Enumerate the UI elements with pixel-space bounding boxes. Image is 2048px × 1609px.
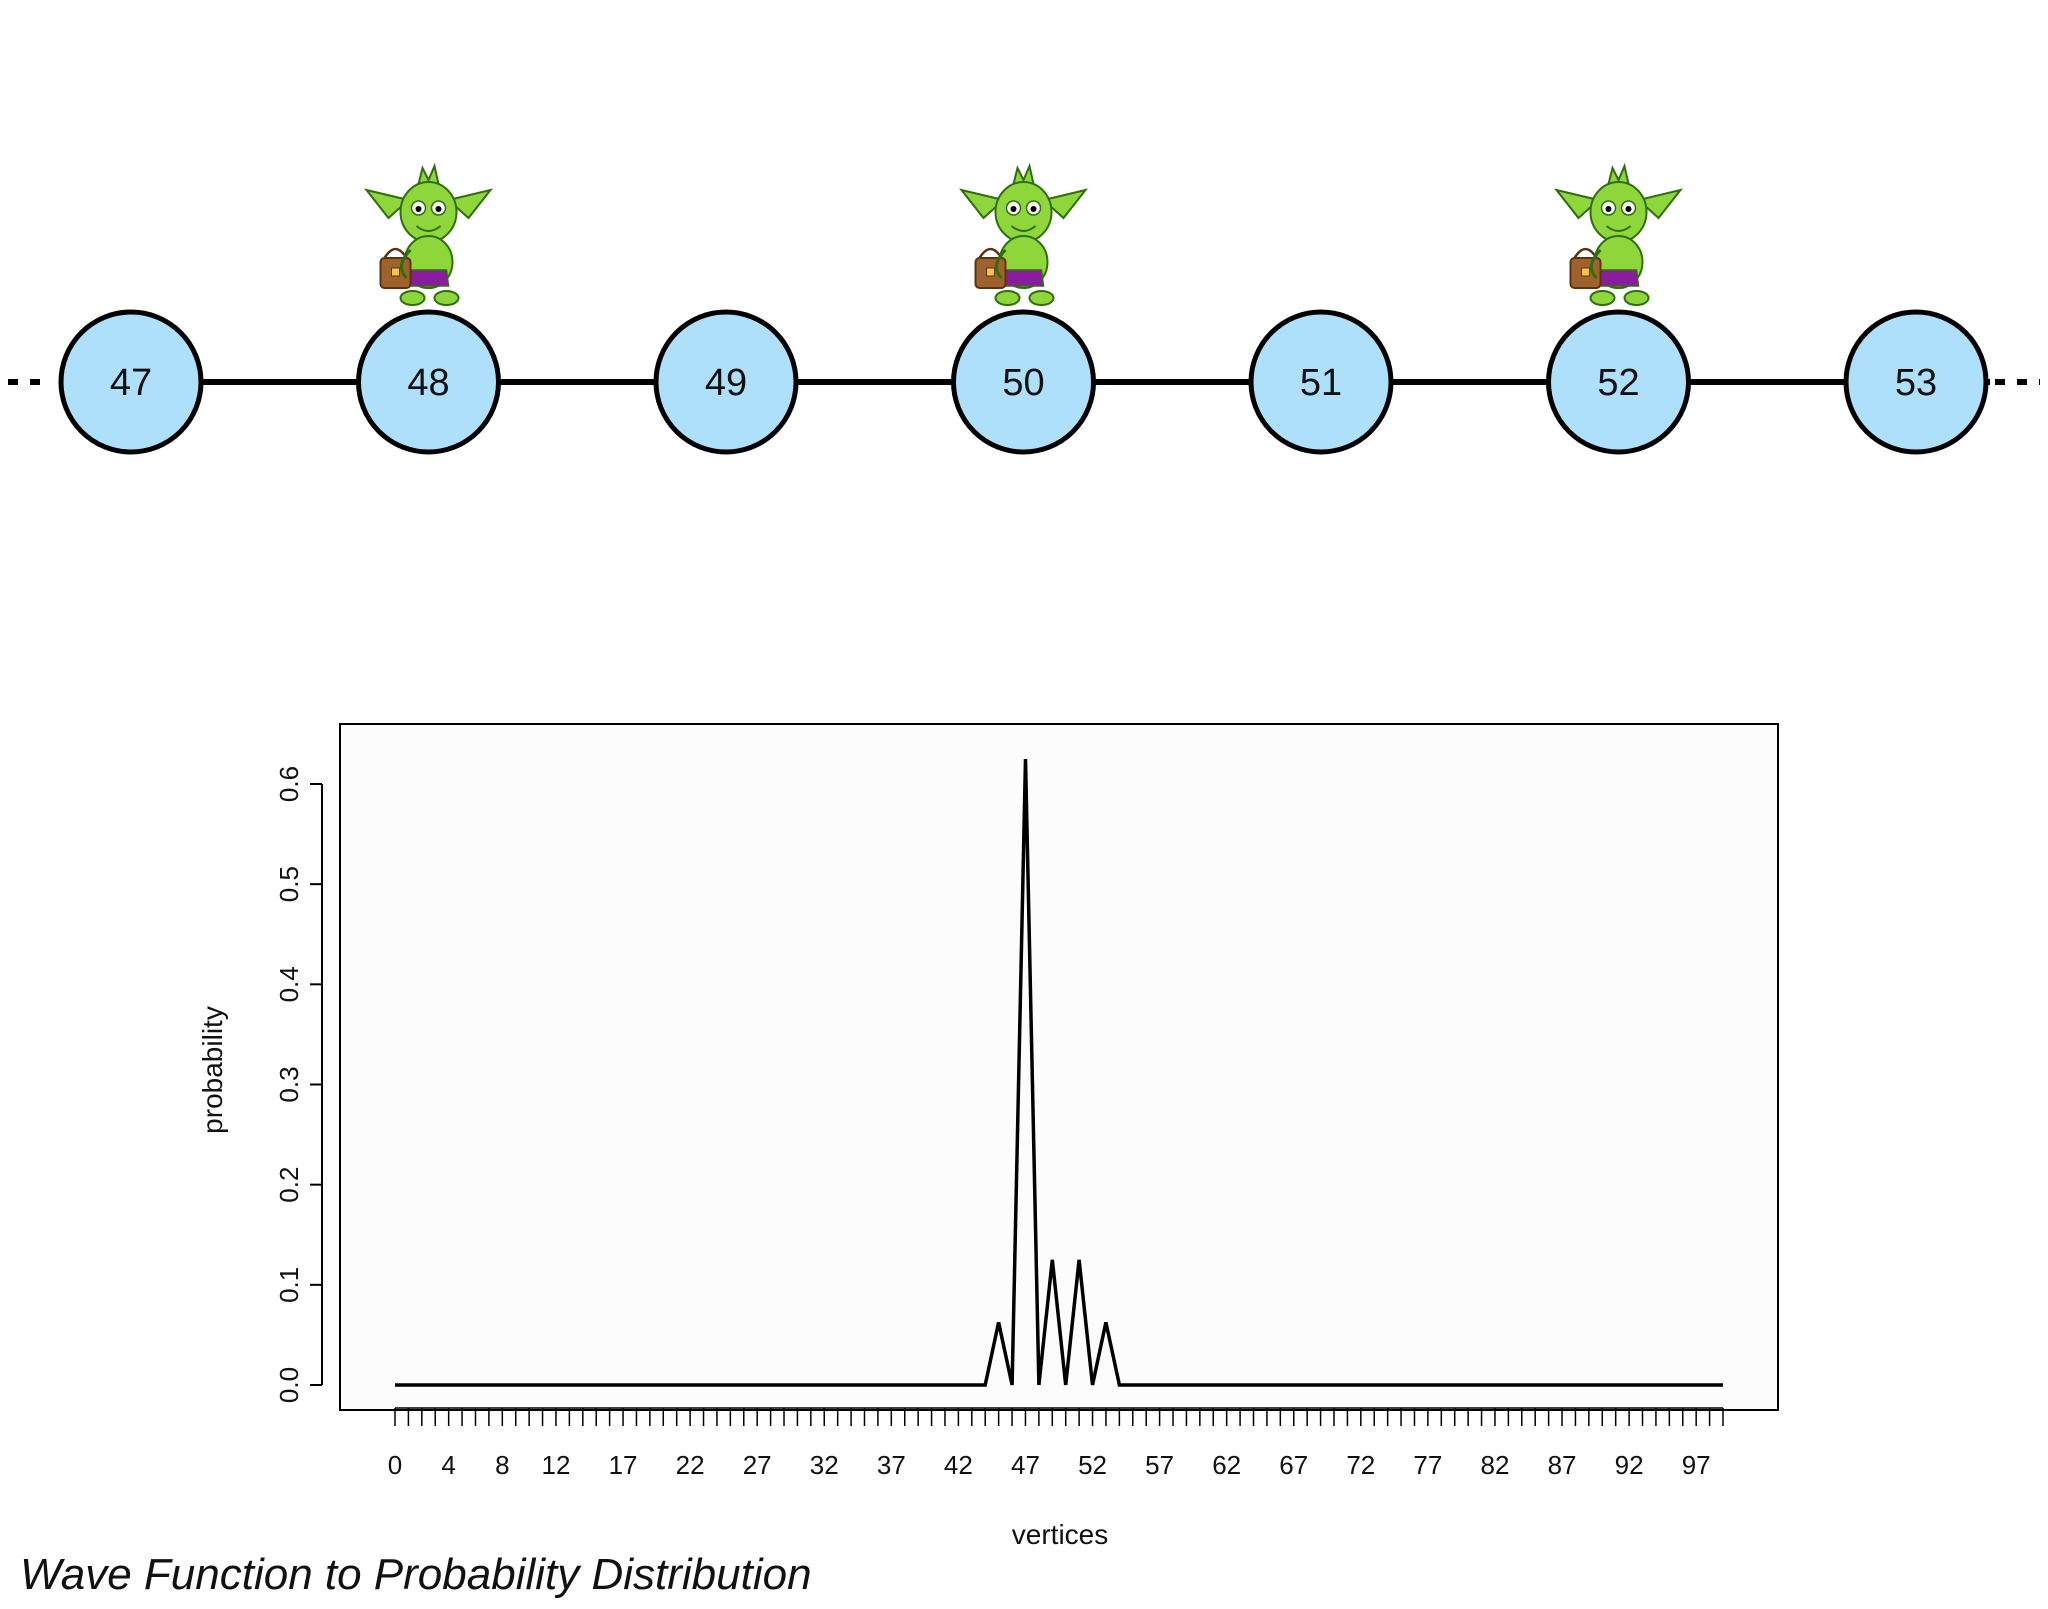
- y-tick-label: 0.1: [274, 1267, 304, 1303]
- x-tick-label: 42: [944, 1450, 973, 1480]
- vertex-nodes: 47 48 49 50 51 52 53: [58, 309, 1989, 455]
- x-tick-label: 72: [1346, 1450, 1375, 1480]
- vertex-node-circle: [356, 309, 501, 455]
- goblin-icon: [1553, 162, 1684, 306]
- plot-frame: [339, 723, 1779, 1411]
- goblin-icon: [958, 162, 1089, 306]
- y-tick-label: 0.0: [274, 1367, 304, 1403]
- vertex-node-label: 50: [1002, 362, 1044, 404]
- goblin-icon: [363, 162, 494, 306]
- x-tick-label: 32: [810, 1450, 839, 1480]
- vertex-node-circle: [1546, 309, 1691, 455]
- vertex-node: 51: [1248, 309, 1394, 455]
- y-axis-label: probability: [197, 1006, 228, 1134]
- vertex-node-circle: [1843, 309, 1989, 455]
- vertex-node-label: 53: [1895, 362, 1937, 404]
- y-tick-label: 0.3: [274, 1066, 304, 1102]
- x-tick-label: 77: [1413, 1450, 1442, 1480]
- figure-caption: Wave Function to Probability Distributio…: [20, 1550, 812, 1599]
- x-tick-label: 8: [495, 1450, 509, 1480]
- x-tick-label: 22: [676, 1450, 705, 1480]
- y-axis: 0.0 0.1 0.2 0.3 0.4 0.5 0.6: [274, 766, 323, 1403]
- vertex-node-label: 52: [1597, 362, 1639, 404]
- x-tick-label: 97: [1682, 1450, 1711, 1480]
- vertex-node: 53: [1843, 309, 1989, 455]
- vertex-node-circle: [1248, 309, 1394, 455]
- x-tick-label: 37: [877, 1450, 906, 1480]
- x-axis: 0 4 8 12 17 22 27 32 37 42 47 52 57 62 67 72 77 82 87 92 97: [388, 1407, 1724, 1480]
- vertex-node: 49: [653, 309, 799, 455]
- vertex-node-label: 51: [1300, 362, 1342, 404]
- x-tick-label: 0: [388, 1450, 402, 1480]
- x-tick-label: 4: [441, 1450, 455, 1480]
- x-tick-label: 92: [1615, 1450, 1644, 1480]
- x-axis-label: vertices: [1012, 1519, 1108, 1550]
- vertex-node-label: 49: [705, 362, 747, 404]
- vertex-node: 48: [356, 309, 501, 455]
- vertex-node-label: 48: [407, 362, 449, 404]
- y-tick-label: 0.4: [274, 966, 304, 1002]
- goblin-walkers: [363, 162, 1684, 306]
- vertex-graph: 47 48 49 50 51 52 53: [8, 162, 2040, 455]
- x-tick-label: 62: [1212, 1450, 1241, 1480]
- vertex-node-circle: [653, 309, 799, 455]
- vertex-node-circle: [58, 309, 204, 455]
- x-tick-label: 52: [1078, 1450, 1107, 1480]
- x-tick-label: 12: [542, 1450, 571, 1480]
- x-tick-label: 47: [1011, 1450, 1040, 1480]
- vertex-node: 50: [951, 309, 1096, 455]
- vertex-node-label: 47: [110, 362, 152, 404]
- vertex-node-circle: [951, 309, 1096, 455]
- x-tick-label: 87: [1548, 1450, 1577, 1480]
- probability-chart: 0.0 0.1 0.2 0.3 0.4 0.5 0.6 0 4 8 12 17 22 27 32 37 42 4…: [197, 723, 1779, 1550]
- x-tick-label: 27: [743, 1450, 772, 1480]
- vertex-node: 52: [1546, 309, 1691, 455]
- y-tick-label: 0.2: [274, 1167, 304, 1203]
- x-tick-label: 57: [1145, 1450, 1174, 1480]
- probability-series-line: [395, 758, 1723, 1387]
- x-tick-label: 67: [1279, 1450, 1308, 1480]
- y-tick-label: 0.5: [274, 866, 304, 902]
- vertex-node: 47: [58, 309, 204, 455]
- y-tick-label: 0.6: [274, 766, 304, 802]
- x-tick-label: 17: [609, 1450, 638, 1480]
- x-tick-label: 82: [1480, 1450, 1509, 1480]
